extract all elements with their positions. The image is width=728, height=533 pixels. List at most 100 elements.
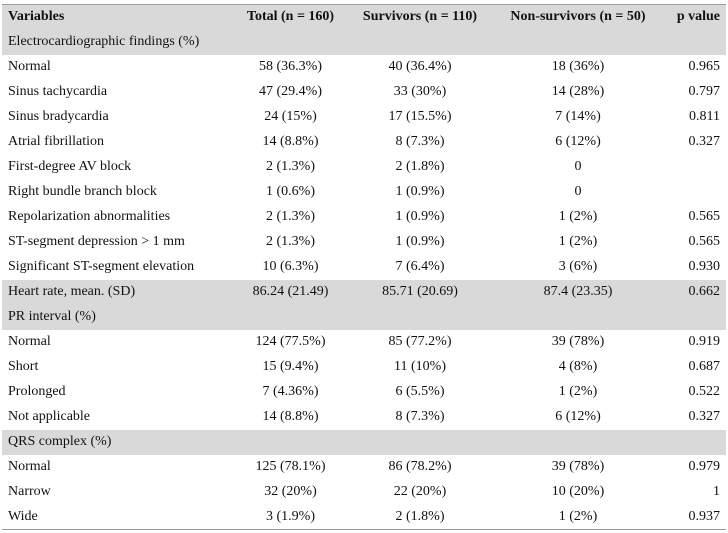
cell: 10 (6.3%): [262, 259, 319, 274]
cell: 18 (36%): [551, 59, 605, 74]
cell: 86.24 (21.49): [233, 279, 348, 305]
data-row: Atrial fibrillation 14 (8.8%) 8 (7.3%) 6 (1…: [2, 130, 726, 155]
empty-cell: [664, 180, 726, 205]
cell: 2 (1.3%): [266, 209, 315, 224]
cell: 2 (1.3%): [266, 234, 315, 249]
cell: 1 (2%): [558, 508, 598, 524]
data-row: Sinus tachycardia 47 (29.4%) 33 (30%) 14 (2…: [2, 80, 726, 105]
cell: 14 (8.8%): [262, 409, 319, 424]
row-label: Atrial fibrillation: [8, 134, 105, 149]
cell: 0.965: [688, 59, 721, 74]
cell: 40 (36.4%): [388, 59, 452, 74]
cell: 2 (1.8%): [395, 159, 445, 174]
cell: 0.930: [688, 259, 721, 274]
data-row: Not applicable 14 (8.8%) 8 (7.3%) 6 (12%) 0.…: [2, 405, 726, 430]
data-row: First-degree AV block 2 (1.3%) 2 (1.8%) 0: [2, 155, 726, 180]
data-row: Narrow 32 (20%) 22 (20%) 10 (20%) 1: [2, 480, 726, 505]
cell: 1 (0.9%): [395, 234, 445, 249]
section-label: PR interval (%): [2, 304, 726, 330]
cell: 24 (15%): [264, 109, 317, 124]
header-cell: p value: [664, 4, 726, 30]
row-label: Normal: [8, 59, 51, 74]
row-label: Repolarization abnormalities: [8, 209, 171, 224]
cell: 1 (0.6%): [266, 184, 315, 199]
cell: 3 (6%): [558, 259, 598, 274]
cell: 32 (20%): [264, 484, 317, 499]
data-row: ST-segment depression > 1 mm 2 (1.3%) 1 (0…: [2, 230, 726, 255]
section-row: Electrocardiographic findings (%): [2, 29, 726, 55]
data-row: Short 15 (9.4%) 11 (10%) 4 (8%) 0.687: [2, 355, 726, 380]
cell: 0.687: [688, 359, 721, 374]
cell: 0: [574, 159, 582, 174]
data-row: Repolarization abnormalities 2 (1.3%) 1 (0…: [2, 205, 726, 230]
header-cell: Total (n = 160): [233, 4, 348, 30]
cell: 87.4 (23.35): [492, 279, 664, 305]
cell: 14 (28%): [551, 84, 605, 99]
cell: 1 (2%): [558, 234, 598, 249]
cell: 0.327: [688, 409, 721, 424]
cell: 4 (8%): [558, 359, 598, 374]
row-label: Prolonged: [8, 384, 66, 399]
row-label: Heart rate, mean. (SD): [2, 279, 233, 305]
cell: 2 (1.3%): [266, 159, 315, 174]
row-label: Normal: [8, 334, 51, 349]
cell: 15 (9.4%): [262, 359, 319, 374]
cell: 0.565: [688, 209, 721, 224]
cell: 1 (0.9%): [395, 184, 445, 199]
row-label: Sinus bradycardia: [8, 109, 109, 124]
cell: 1 (2%): [558, 384, 598, 399]
cell: 2 (1.8%): [395, 508, 445, 524]
cell: 0.919: [688, 334, 721, 349]
cell: 85 (77.2%): [388, 334, 452, 349]
row-label: Significant ST-segment elevation: [8, 259, 195, 274]
cell: 124 (77.5%): [255, 334, 326, 349]
cell: 85.71 (20.69): [348, 279, 492, 305]
cell: 8 (7.3%): [395, 134, 445, 149]
cell: 33 (30%): [393, 84, 447, 99]
cell: 22 (20%): [393, 484, 447, 499]
cell: 58 (36.3%): [259, 59, 322, 74]
cell: 47 (29.4%): [259, 84, 322, 99]
header-cell: Non-survivors (n = 50): [492, 4, 664, 30]
cell: 6 (12%): [555, 134, 601, 149]
cell: 0: [574, 184, 582, 199]
cell: 0.937: [688, 508, 721, 524]
section-row: QRS complex (%): [2, 429, 726, 455]
cell: 39 (78%): [551, 459, 605, 474]
row-label: Short: [8, 359, 39, 374]
cell: 1 (0.9%): [395, 209, 445, 224]
cell: 0.522: [688, 384, 721, 399]
cell: 8 (7.3%): [395, 409, 445, 424]
empty-cell: [664, 155, 726, 180]
section-label: QRS complex (%): [2, 429, 726, 455]
cell: 1: [713, 484, 720, 499]
data-row: Normal 124 (77.5%) 85 (77.2%) 39 (78%) 0.919: [2, 330, 726, 355]
data-row: Significant ST-segment elevation 10 (6.3%…: [2, 255, 726, 280]
cell: 125 (78.1%): [255, 459, 326, 474]
cell: 14 (8.8%): [262, 134, 319, 149]
cell: 0.565: [688, 234, 721, 249]
data-table: Variables Total (n = 160) Survivors (n = 1…: [2, 4, 726, 530]
section-row: PR interval (%): [2, 304, 726, 330]
cell: 11 (10%): [394, 359, 446, 374]
cell: 0.662: [664, 279, 726, 305]
row-label: Wide: [8, 508, 38, 524]
cell: 0.797: [688, 84, 721, 99]
row-label: Not applicable: [8, 409, 91, 424]
row-label: Right bundle branch block: [8, 184, 157, 199]
cell: 39 (78%): [551, 334, 605, 349]
cell: 6 (5.5%): [395, 384, 445, 399]
cell: 1 (2%): [558, 209, 598, 224]
data-row: Prolonged 7 (4.36%) 6 (5.5%) 1 (2%) 0.522: [2, 380, 726, 405]
data-row: Right bundle branch block 1 (0.6%) 1 (0.9%…: [2, 180, 726, 205]
cell: 7 (14%): [555, 109, 601, 124]
row-label: Sinus tachycardia: [8, 84, 108, 99]
cell: 3 (1.9%): [266, 508, 315, 524]
cell: 7 (4.36%): [262, 384, 319, 399]
row-label: First-degree AV block: [8, 159, 132, 174]
cell: 0.811: [689, 109, 720, 124]
data-row: Heart rate, mean. (SD) 86.24 (21.49) 85.71…: [2, 279, 726, 305]
cell: 6 (12%): [555, 409, 601, 424]
table-body: Electrocardiographic findings (%) Normal 5…: [2, 29, 726, 530]
